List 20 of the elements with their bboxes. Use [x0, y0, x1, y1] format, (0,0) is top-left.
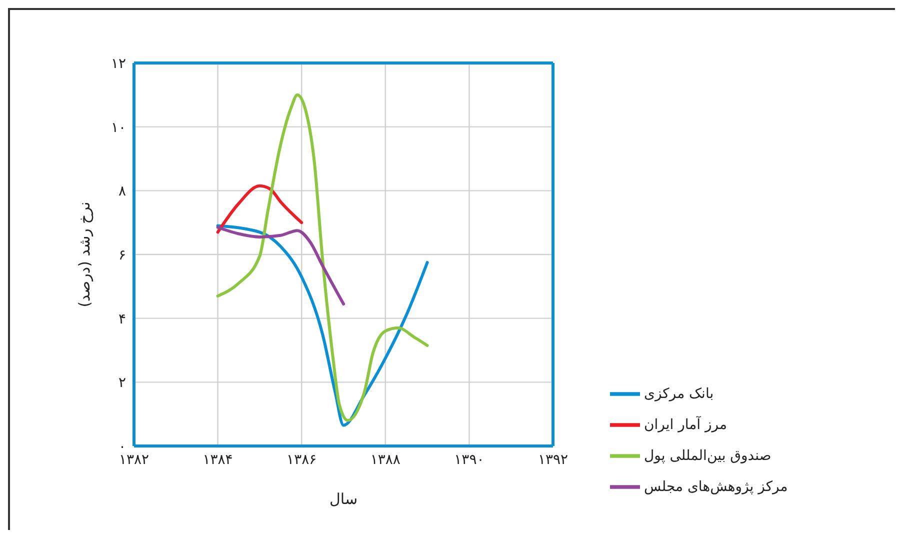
- x-tick-label: ۱۳۸۴: [202, 452, 233, 468]
- y-tick-label: ۶: [118, 247, 126, 264]
- legend-label: بانک مرکزی: [644, 386, 714, 402]
- line-series: [216, 93, 429, 422]
- x-tick-label: ۱۳۸۶: [286, 452, 317, 468]
- legend-label: صندوق بین‌المللی پول: [644, 448, 772, 464]
- legend-label: مرز آمار ایران: [644, 417, 727, 433]
- y-tick-label: ۱۲: [110, 56, 126, 72]
- y-tick-label: ۲: [118, 375, 126, 392]
- x-tick-label: ۱۳۸۸: [370, 452, 401, 468]
- y-tick-label: ۴: [118, 311, 126, 328]
- line-series: [216, 226, 345, 306]
- x-axis-title: سال: [329, 490, 358, 508]
- y-axis-title: نرخ رشد (درصد): [75, 202, 94, 308]
- x-tick-label: ۱۳۹۲: [538, 452, 568, 468]
- y-tick-label: ۱۰: [110, 120, 126, 136]
- line-series: [216, 184, 304, 234]
- y-tick-label: ۸: [118, 184, 126, 200]
- legend-label: مرکز پژوهش‌های مجلس: [644, 479, 788, 495]
- x-tick-label: ۱۳۹۰: [454, 452, 484, 468]
